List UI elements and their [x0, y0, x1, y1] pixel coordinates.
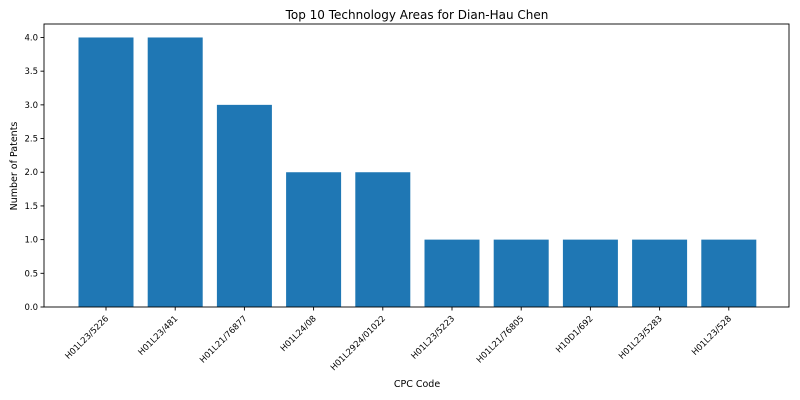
bar-7	[494, 240, 549, 307]
x-tick-label: H01L21/76877	[198, 314, 249, 365]
chart-title: Top 10 Technology Areas for Dian-Hau Che…	[285, 8, 549, 22]
x-tick-label: H01L23/481	[137, 314, 181, 358]
x-tick-label: H01L23/5226	[64, 314, 112, 362]
x-tick-label: H10D1/692	[554, 314, 595, 355]
bar-10	[701, 240, 756, 307]
y-tick-label: 1.0	[24, 236, 38, 246]
x-tick-label: H01L24/08	[279, 314, 319, 354]
bar-1	[79, 37, 134, 307]
y-tick-label: 3.0	[24, 101, 38, 111]
y-tick-label: 0.0	[24, 303, 38, 313]
y-tick-label: 4.0	[24, 33, 38, 43]
x-tick-label: H01L23/5223	[410, 314, 458, 362]
y-axis: 0.0 0.5 1.0 1.5 2.0 2.5 3.0 3.5 4.0	[24, 33, 44, 313]
y-axis-label: Number of Patents	[9, 122, 20, 211]
bar-4	[286, 172, 341, 307]
bar-9	[632, 240, 687, 307]
x-tick-label: H01L21/76805	[475, 314, 526, 365]
y-tick-label: 0.5	[24, 269, 38, 279]
bar-8	[563, 240, 618, 307]
x-axis-label: CPC Code	[394, 379, 440, 390]
bars-group	[79, 37, 757, 307]
x-tick-label: H01L23/5283	[617, 314, 665, 362]
y-tick-label: 2.5	[24, 135, 38, 145]
y-tick-label: 2.0	[24, 168, 38, 178]
x-tick-label: H01L2924/01022	[329, 314, 388, 373]
bar-6	[425, 240, 480, 307]
y-tick-label: 3.5	[24, 67, 38, 77]
y-tick-label: 1.5	[24, 202, 38, 212]
bar-2	[148, 37, 203, 307]
x-axis: H01L23/5226 H01L23/481 H01L21/76877 H01L24/…	[64, 307, 734, 373]
bar-3	[217, 105, 272, 307]
bar-5	[355, 172, 410, 307]
x-tick-label: H01L23/528	[690, 314, 734, 358]
